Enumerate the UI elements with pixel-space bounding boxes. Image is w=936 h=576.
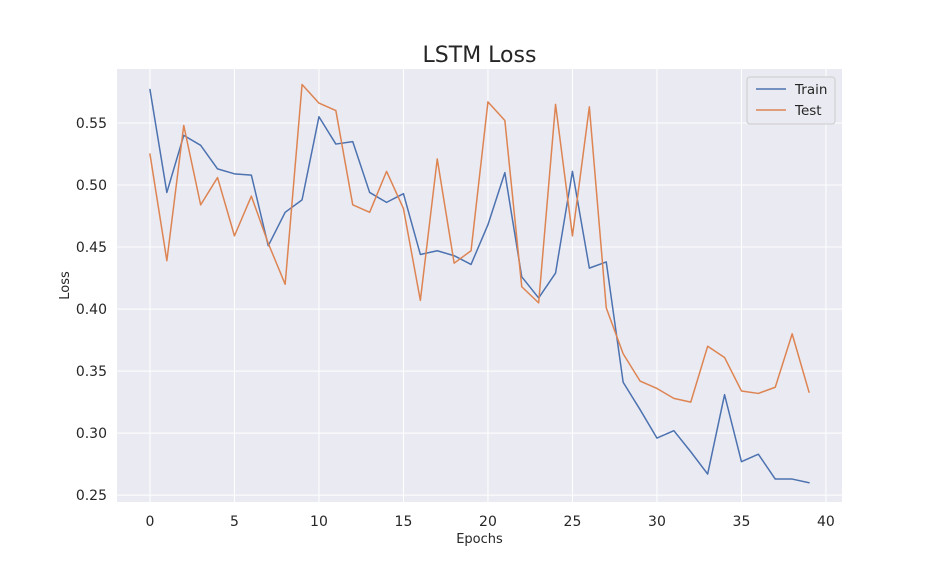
grid: [117, 69, 842, 502]
y-tick-label: 0.50: [76, 178, 107, 194]
x-tick-label: 40: [817, 514, 835, 530]
y-tick-label: 0.45: [76, 240, 107, 256]
x-tick-label: 35: [733, 514, 751, 530]
x-tick-label: 25: [564, 514, 582, 530]
legend-label-test: Test: [794, 103, 822, 119]
x-tick-label: 15: [395, 514, 413, 530]
tick-labels: 0 5 10 15 20 25 30 35 40 0.25 0.30 0.35 0.40 0.45 0.50…: [76, 116, 835, 530]
x-tick-label: 20: [479, 514, 497, 530]
y-axis-label: Loss: [58, 271, 73, 300]
series-line-train: [149, 88, 810, 484]
y-tick-label: 0.25: [76, 488, 107, 504]
x-tick-label: 30: [648, 514, 666, 530]
plot-area: [117, 69, 842, 502]
x-tick-label: 5: [230, 514, 239, 530]
legend: Train Test: [746, 76, 836, 125]
series-line-test: [149, 83, 810, 403]
x-tick-label: 10: [310, 514, 328, 530]
legend-label-train: Train: [794, 82, 827, 98]
x-axis-label: Epochs: [456, 532, 503, 547]
y-tick-label: 0.40: [76, 302, 107, 318]
series-lines: [149, 83, 810, 484]
y-tick-label: 0.30: [76, 426, 107, 442]
chart-title: LSTM Loss: [423, 43, 537, 68]
x-tick-label: 0: [145, 514, 154, 530]
y-tick-label: 0.55: [76, 116, 107, 132]
y-tick-label: 0.35: [76, 364, 107, 380]
